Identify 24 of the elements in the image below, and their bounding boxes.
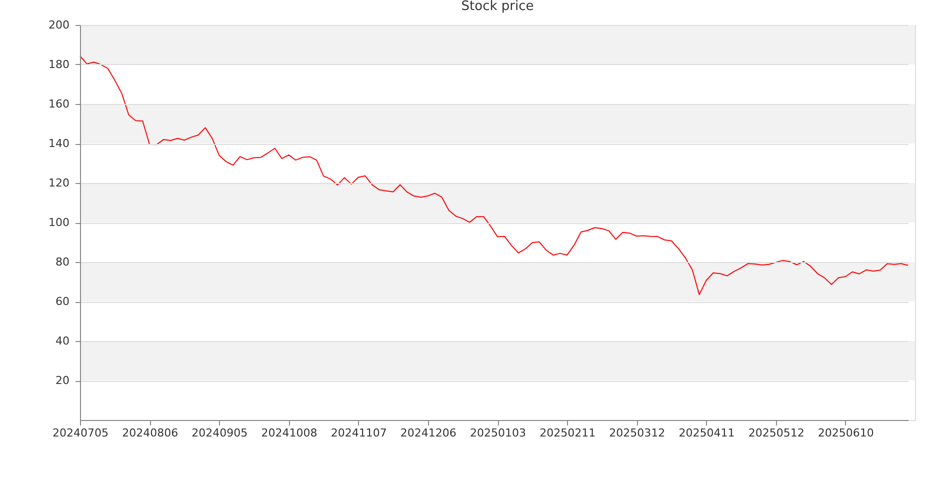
x-tick-label: 20250211 bbox=[540, 426, 596, 440]
x-tick-label: 20240705 bbox=[52, 426, 108, 440]
x-tick-label: 20240905 bbox=[192, 426, 248, 440]
y-tick-label: 160 bbox=[48, 98, 70, 110]
y-tick-label: 40 bbox=[56, 334, 70, 348]
x-tick-label: 20250610 bbox=[818, 426, 874, 440]
chart-title: Stock price bbox=[461, 0, 534, 14]
line-series bbox=[80, 56, 909, 296]
x-tick-label: 20250103 bbox=[470, 426, 526, 440]
y-tick-label: 200 bbox=[48, 18, 70, 32]
x-tick-label: 20240806 bbox=[122, 426, 178, 440]
x-tick-label: 20250411 bbox=[678, 426, 735, 440]
x-tick-label: 20250512 bbox=[748, 426, 804, 440]
y-tick-label: 80 bbox=[56, 256, 70, 268]
y-tick-label: 180 bbox=[48, 58, 70, 71]
y-tick-label: 100 bbox=[48, 216, 70, 229]
x-tick-label: 20250312 bbox=[609, 426, 666, 440]
x-tick-label: 20241206 bbox=[400, 426, 456, 440]
y-tick-label: 20 bbox=[56, 374, 70, 387]
y-tick-label: 140 bbox=[48, 137, 70, 150]
y-tick-label: 60 bbox=[56, 295, 70, 308]
x-tick-label: 20241107 bbox=[330, 426, 387, 440]
y-tick-label: 120 bbox=[48, 176, 70, 190]
x-tick-label: 20241008 bbox=[261, 426, 318, 440]
